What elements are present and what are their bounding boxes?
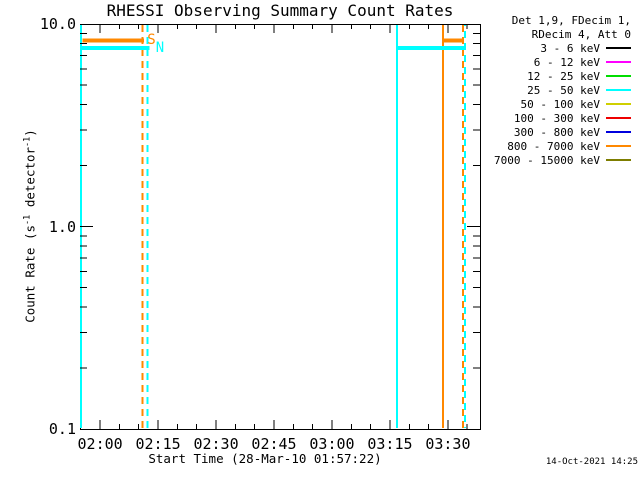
legend-entry: 25 - 50 keV	[461, 83, 631, 97]
legend-label: 300 - 800 keV	[513, 125, 600, 139]
legend-label: 100 - 300 keV	[513, 111, 600, 125]
legend-line-sample	[606, 131, 631, 133]
x-tick-label: 03:30	[425, 435, 471, 453]
x-axis-label: Start Time (28-Mar-10 01:57:22)	[148, 451, 382, 466]
flag-label-N: N	[155, 40, 165, 57]
legend-entry: 800 - 7000 keV	[461, 139, 631, 153]
legend-line-sample	[606, 75, 631, 77]
y-tick-label: 1.0	[48, 217, 76, 236]
legend-entry: 300 - 800 keV	[461, 125, 631, 139]
legend-label: 50 - 100 keV	[520, 97, 600, 111]
legend-line-sample	[606, 145, 631, 147]
legend-label: 25 - 50 keV	[527, 83, 600, 97]
legend-header: Det 1,9, FDecim 1,	[461, 13, 631, 27]
x-tick-label: 02:30	[193, 435, 239, 453]
legend-entry: 3 - 6 keV	[461, 41, 631, 55]
legend-label: 3 - 6 keV	[540, 41, 600, 55]
y-tick-label: 0.1	[48, 420, 76, 438]
legend-label: 6 - 12 keV	[533, 55, 600, 69]
x-tick-label: 02:15	[135, 435, 181, 453]
chart-title: RHESSI Observing Summary Count Rates	[106, 1, 454, 20]
legend-line-sample	[606, 89, 631, 91]
y-tick-label: 10.0	[39, 15, 76, 33]
legend-line-sample	[606, 117, 631, 119]
legend-label: 800 - 7000 keV	[507, 139, 600, 153]
legend-line-sample	[606, 103, 631, 105]
legend-entry: 12 - 25 keV	[461, 69, 631, 83]
legend-entry: 6 - 12 keV	[461, 55, 631, 69]
legend-label: RDecim 4, Att 0	[531, 27, 631, 41]
x-tick-label: 02:45	[251, 435, 297, 453]
x-tick-label: 03:15	[367, 435, 413, 453]
legend-line-sample	[606, 47, 631, 49]
legend-label: Det 1,9, FDecim 1,	[511, 13, 631, 27]
legend-line-sample	[606, 159, 631, 161]
legend-entry: 50 - 100 keV	[461, 97, 631, 111]
flag-label-S: S	[147, 32, 156, 49]
legend-line-sample	[606, 61, 631, 63]
x-tick-label: 03:00	[309, 435, 355, 453]
y-axis-label: Count Rate (s-1 detector-1)	[22, 129, 38, 323]
legend-entry: 7000 - 15000 keV	[461, 153, 631, 167]
axis-box	[80, 24, 481, 430]
creation-timestamp: 14-Oct-2021 14:25	[545, 457, 638, 467]
legend-entry: 100 - 300 keV	[461, 111, 631, 125]
legend-label: 7000 - 15000 keV	[494, 153, 600, 167]
legend-label: 12 - 25 keV	[527, 69, 600, 83]
legend-header: RDecim 4, Att 0	[461, 27, 631, 41]
x-tick-label: 02:00	[77, 435, 123, 453]
